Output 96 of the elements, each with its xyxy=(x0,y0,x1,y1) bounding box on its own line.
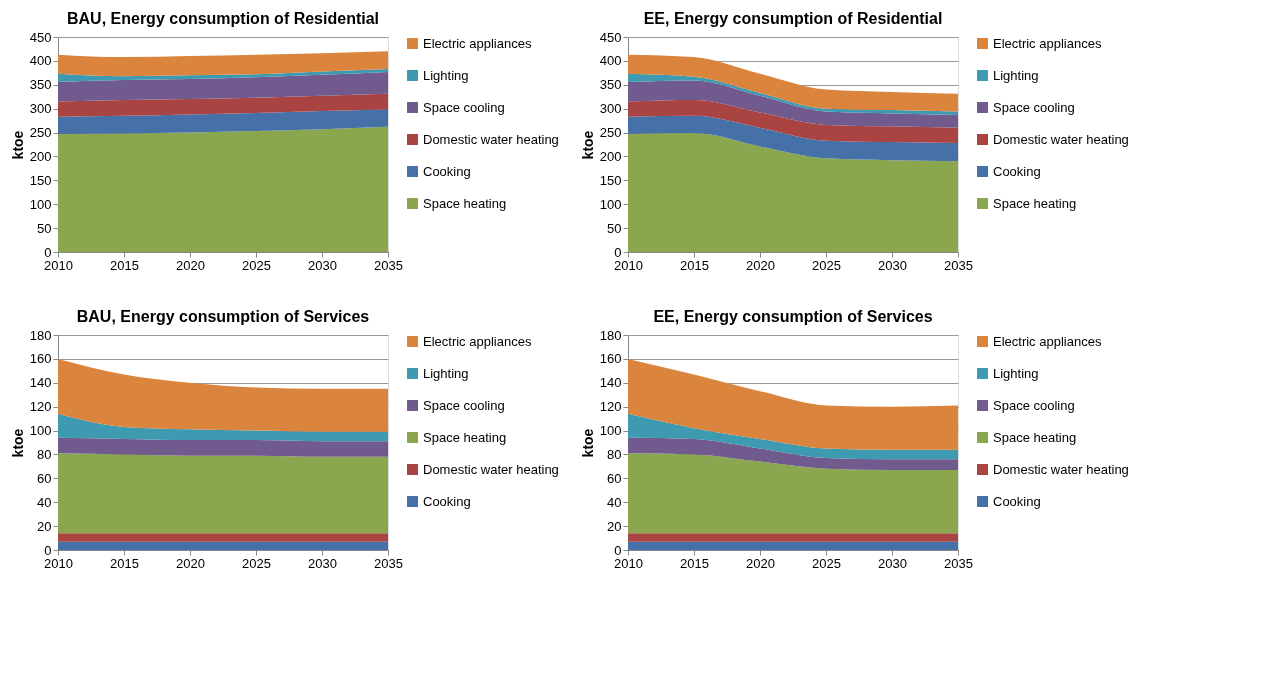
legend-label: Space cooling xyxy=(993,99,1075,115)
x-tick-label: 2015 xyxy=(110,555,139,571)
legend-label: Lighting xyxy=(993,365,1039,381)
y-tick-label: 150 xyxy=(599,172,622,188)
legend-label: Domestic water heating xyxy=(993,461,1129,477)
legend-label: Space heating xyxy=(993,429,1077,445)
y-tick-label: 450 xyxy=(599,29,622,45)
y-tick-label: 140 xyxy=(29,375,52,391)
x-tick-label: 2025 xyxy=(242,555,271,571)
text: Electric appliances xyxy=(993,333,1102,349)
x-tick-label: 2010 xyxy=(44,257,73,273)
chart-title: BAU, Energy consumption of Services xyxy=(76,308,370,325)
legend-label: Cooking xyxy=(993,493,1041,509)
y-axis-title: ktoe xyxy=(9,428,26,458)
x-tick-label: 2035 xyxy=(944,555,973,571)
x-tick-label: 2010 xyxy=(614,257,643,273)
y-tick-label: 200 xyxy=(29,148,52,164)
y-tick-label: 150 xyxy=(29,172,52,188)
y-tick-label: 0 xyxy=(614,244,622,260)
legend-label: Lighting xyxy=(423,67,469,83)
y-tick-label: 40 xyxy=(37,494,52,510)
x-tick-label: 2030 xyxy=(878,257,907,273)
x-tick-label: 2030 xyxy=(308,257,337,273)
y-tick-label: 0 xyxy=(44,542,52,558)
y-tick-label: 160 xyxy=(599,351,622,367)
x-tick-label: 2020 xyxy=(746,257,775,273)
y-tick-label: 180 xyxy=(29,327,52,343)
x-tick-label: 2020 xyxy=(176,555,205,571)
legend-label: Cooking xyxy=(993,163,1041,179)
y-tick-label: 250 xyxy=(29,125,52,141)
y-tick-label: 20 xyxy=(607,518,622,534)
legend-label: Space heating xyxy=(993,195,1077,211)
text: Electric appliances xyxy=(423,333,532,349)
legend-label: Lighting xyxy=(423,365,469,381)
x-tick-label: 2025 xyxy=(812,257,841,273)
y-tick-label: 20 xyxy=(37,518,52,534)
x-tick-label: 2030 xyxy=(308,555,337,571)
x-tick-label: 2030 xyxy=(878,555,907,571)
y-tick-label: 100 xyxy=(29,196,52,212)
x-tick-label: 2015 xyxy=(680,555,709,571)
y-axis-title: ktoe xyxy=(9,130,26,160)
y-tick-label: 100 xyxy=(599,423,622,439)
x-tick-label: 2015 xyxy=(680,257,709,273)
legend-label: Space heating xyxy=(423,429,507,445)
x-tick-label: 2035 xyxy=(374,555,403,571)
x-tick-label: 2035 xyxy=(944,257,973,273)
y-tick-label: 60 xyxy=(607,470,622,486)
y-tick-label: 80 xyxy=(607,446,622,462)
y-tick-label: 120 xyxy=(599,399,622,415)
y-tick-label: 140 xyxy=(599,375,622,391)
legend-label: Space cooling xyxy=(423,99,505,115)
x-tick-label: 2025 xyxy=(812,555,841,571)
y-tick-label: 120 xyxy=(29,399,52,415)
y-tick-label: 400 xyxy=(599,53,622,69)
y-tick-label: 100 xyxy=(29,423,52,439)
y-tick-label: 250 xyxy=(599,125,622,141)
y-tick-label: 200 xyxy=(599,148,622,164)
x-tick-label: 2035 xyxy=(374,257,403,273)
y-tick-label: 40 xyxy=(607,494,622,510)
legend-label: Space cooling xyxy=(423,397,505,413)
x-tick-label: 2015 xyxy=(110,257,139,273)
y-tick-label: 50 xyxy=(37,220,52,236)
y-tick-label: 400 xyxy=(29,53,52,69)
chart-title: EE, Energy consumption of Services xyxy=(653,308,933,325)
legend-label: Lighting xyxy=(993,67,1039,83)
chart-title: BAU, Energy consumption of Residential xyxy=(66,10,380,27)
legend-label: Cooking xyxy=(423,163,471,179)
x-tick-label: 2020 xyxy=(746,555,775,571)
legend-label: Domestic water heating xyxy=(423,461,559,477)
y-tick-label: 300 xyxy=(29,101,52,117)
y-tick-label: 50 xyxy=(607,220,622,236)
legend-label: Electric appliances xyxy=(993,35,1102,51)
y-tick-label: 0 xyxy=(44,244,52,260)
y-tick-label: 300 xyxy=(599,101,622,117)
y-axis-title: ktoe xyxy=(579,130,596,160)
y-tick-label: 350 xyxy=(599,77,622,93)
y-tick-label: 60 xyxy=(37,470,52,486)
y-tick-label: 0 xyxy=(614,542,622,558)
legend-label: Space cooling xyxy=(993,397,1075,413)
x-tick-label: 2010 xyxy=(614,555,643,571)
y-tick-label: 80 xyxy=(37,446,52,462)
y-axis-title: ktoe xyxy=(579,428,596,458)
y-tick-label: 160 xyxy=(29,351,52,367)
y-tick-label: 180 xyxy=(599,327,622,343)
y-tick-label: 350 xyxy=(29,77,52,93)
x-tick-label: 2010 xyxy=(44,555,73,571)
y-tick-label: 100 xyxy=(599,196,622,212)
legend-label: Domestic water heating xyxy=(423,131,559,147)
y-tick-label: 450 xyxy=(29,29,52,45)
chart-title: EE, Energy consumption of Residential xyxy=(643,10,943,27)
legend-label: Electric appliances xyxy=(423,35,532,51)
x-tick-label: 2020 xyxy=(176,257,205,273)
legend-label: Cooking xyxy=(423,493,471,509)
x-tick-label: 2025 xyxy=(242,257,271,273)
legend-label: Domestic water heating xyxy=(993,131,1129,147)
legend-label: Space heating xyxy=(423,195,507,211)
